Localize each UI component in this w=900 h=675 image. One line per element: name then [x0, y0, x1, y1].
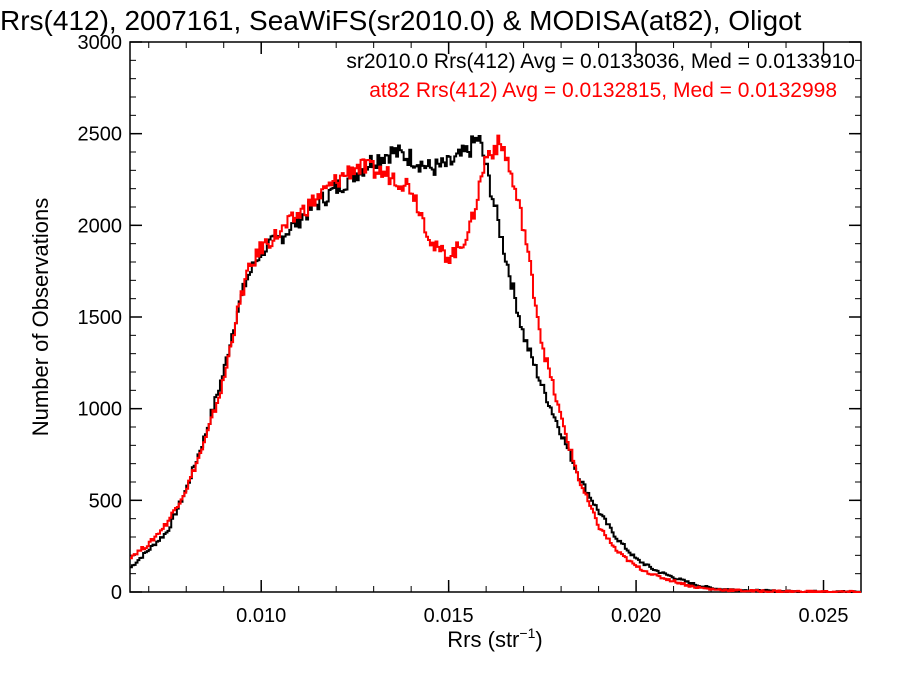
x-axis-label: Rrs (str−1) [447, 625, 542, 652]
y-tick-label: 1500 [78, 307, 123, 329]
y-tick-label: 500 [89, 490, 122, 512]
series-group [130, 134, 861, 593]
x-tick-label: 0.010 [236, 605, 286, 627]
y-tick-label: 1000 [78, 399, 123, 421]
x-tick-label: 0.025 [798, 605, 848, 627]
y-tick-label: 2000 [78, 215, 123, 237]
series-line-sr2010.0 [130, 134, 861, 593]
chart-title: Rrs(412), 2007161, SeaWiFS(sr2010.0) & M… [0, 5, 802, 36]
y-tick-label: 2500 [78, 124, 123, 146]
plot-frame [129, 41, 862, 593]
series-line-at82 [130, 134, 861, 593]
x-tick-label: 0.020 [611, 605, 661, 627]
legend-entry-at82: at82 Rrs(412) Avg = 0.0132815, Med = 0.0… [369, 79, 837, 102]
y-axis-label: Number of Observations [28, 198, 53, 436]
y-tick-label: 0 [111, 582, 122, 604]
x-tick-label: 0.015 [424, 605, 474, 627]
legend-entry-sr2010: sr2010.0 Rrs(412) Avg = 0.0133036, Med =… [346, 50, 855, 73]
axis-ticks: 0.010 0.015 0.020 0.025 0 500 1000 1500 2000 2500… [78, 32, 862, 627]
y-tick-label: 3000 [78, 32, 123, 54]
